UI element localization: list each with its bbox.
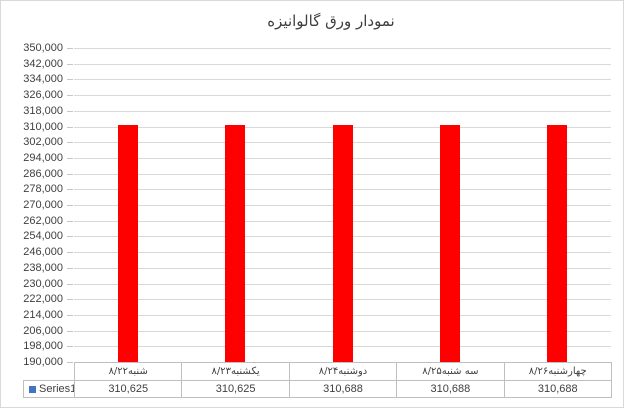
y-axis-tick [67, 111, 73, 112]
y-axis-tick [67, 48, 73, 49]
y-axis-tick [67, 252, 73, 253]
y-axis-label: 310,000 [23, 121, 63, 133]
y-axis-tick [67, 346, 73, 347]
legend-marker-icon [29, 385, 36, 393]
y-axis-label: 214,000 [23, 309, 63, 321]
legend-cell: Series1 [23, 380, 75, 398]
y-axis-tick [67, 331, 73, 332]
y-axis-tick [67, 174, 73, 175]
value-cell: 310,688 [396, 380, 505, 398]
value-cell: 310,625 [181, 380, 290, 398]
plot-area [74, 48, 611, 362]
y-axis-label: 326,000 [23, 89, 63, 101]
y-axis-label: 286,000 [23, 168, 63, 180]
y-axis-label: 238,000 [23, 262, 63, 274]
y-axis-tick [67, 127, 73, 128]
y-axis-tick [67, 142, 73, 143]
bar [440, 125, 460, 362]
y-axis-tick [67, 284, 73, 285]
y-axis-label: 302,000 [23, 136, 63, 148]
y-axis-tick [67, 189, 73, 190]
data-table: شنبه۸/۲۲ یکشنبه۸/۲۳ دوشنبه۸/۲۴ سه شنبه۸/۲۵ چ… [23, 362, 612, 398]
y-axis-tick [67, 315, 73, 316]
category-header-cell: یکشنبه۸/۲۳ [181, 362, 290, 381]
gridline [74, 64, 611, 65]
category-header-cell: سه شنبه۸/۲۵ [396, 362, 505, 381]
y-axis-label: 206,000 [23, 325, 63, 337]
gridline [74, 111, 611, 112]
y-axis-tick [67, 95, 73, 96]
y-axis-label: 318,000 [23, 105, 63, 117]
bar [547, 125, 567, 362]
y-axis-label: 198,000 [23, 340, 63, 352]
category-header-cell: چهارشنبه۸/۲۶ [503, 362, 612, 381]
category-header-cell: شنبه۸/۲۲ [73, 362, 183, 381]
value-cell: 310,625 [73, 380, 183, 398]
legend-series-label: Series1 [39, 383, 75, 396]
chart-title: نمودار ورق گالوانیزه [267, 12, 395, 30]
gridline [74, 48, 611, 49]
category-header-cell: دوشنبه۸/۲۴ [288, 362, 398, 381]
y-axis-tick [67, 362, 73, 363]
y-axis-label: 278,000 [23, 183, 63, 195]
y-axis-label: 222,000 [23, 293, 63, 305]
value-cell: 310,688 [288, 380, 398, 398]
gridline [74, 95, 611, 96]
table-corner-cell [24, 363, 75, 381]
y-axis-tick [67, 158, 73, 159]
y-axis-tick [67, 236, 73, 237]
y-axis-label: 334,000 [23, 73, 63, 85]
y-axis-label: 294,000 [23, 152, 63, 164]
bar [225, 125, 245, 362]
y-axis-label: 350,000 [23, 42, 63, 54]
y-axis-label: 262,000 [23, 215, 63, 227]
y-axis-tick [67, 79, 73, 80]
bar [118, 125, 138, 362]
y-axis-label: 246,000 [23, 246, 63, 258]
value-cell: 310,688 [503, 380, 612, 398]
y-axis-tick [67, 268, 73, 269]
y-axis-tick [67, 221, 73, 222]
y-axis-tick [67, 299, 73, 300]
y-axis-label: 342,000 [23, 58, 63, 70]
y-axis-label: 230,000 [23, 278, 63, 290]
y-axis-label: 270,000 [23, 199, 63, 211]
gridline [74, 79, 611, 80]
y-axis-tick [67, 64, 73, 65]
bar [333, 125, 353, 362]
y-axis-label: 254,000 [23, 230, 63, 242]
y-axis-tick [67, 205, 73, 206]
y-axis-label: 190,000 [23, 356, 63, 368]
